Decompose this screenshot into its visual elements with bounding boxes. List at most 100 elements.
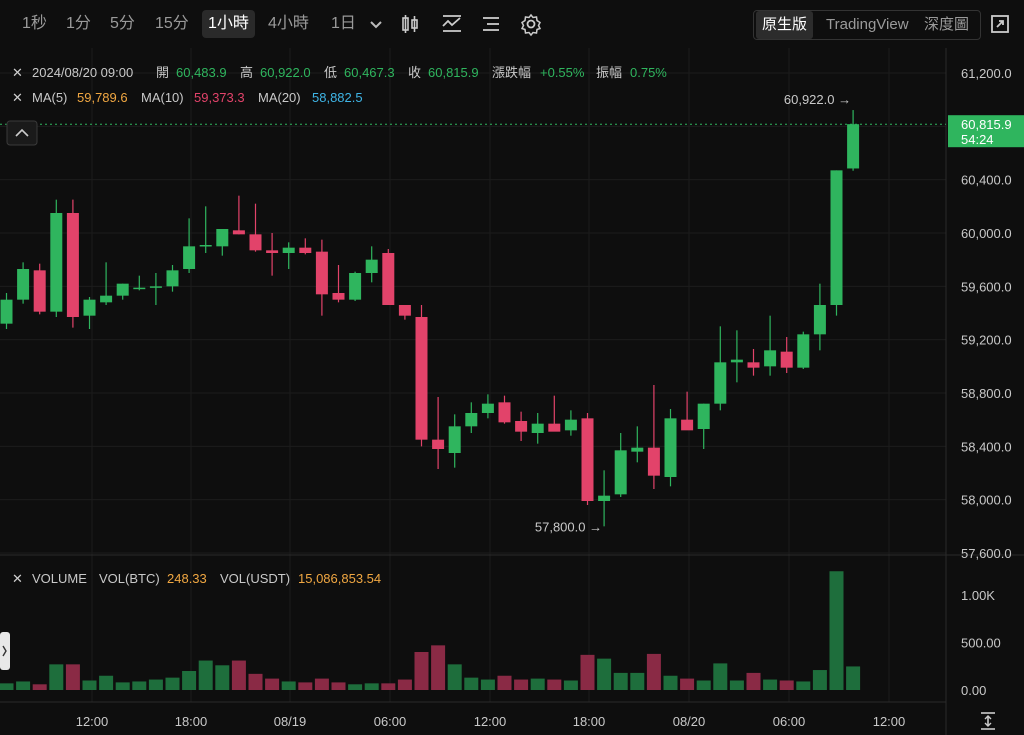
candle <box>697 403 710 449</box>
amplitude-label: 振幅 <box>596 65 622 80</box>
candle-body <box>681 419 694 431</box>
time-tick-label: 12:00 <box>873 714 906 729</box>
candle-body <box>266 250 279 253</box>
volume-bar <box>248 673 263 690</box>
collapse-legend-button[interactable] <box>6 120 38 146</box>
candle <box>199 206 212 253</box>
ma5-label: MA(5) <box>32 90 67 105</box>
time-tick-label: 08/19 <box>274 714 307 729</box>
view-switcher: 原生版 TradingView 深度圖 <box>753 10 981 40</box>
candle <box>382 249 395 305</box>
candle <box>747 349 760 376</box>
volume-bar <box>397 679 412 690</box>
candle-type-icon[interactable] <box>396 10 424 38</box>
candle <box>282 242 295 269</box>
volume-bar <box>480 679 495 690</box>
ma20-label: MA(20) <box>258 90 301 105</box>
candle <box>681 391 694 431</box>
volume-bar <box>0 683 14 690</box>
volume-bar <box>16 681 31 690</box>
candle-body <box>498 402 511 423</box>
candle-body <box>33 270 46 312</box>
view-native-tab[interactable]: 原生版 <box>756 11 814 39</box>
view-depth-tab[interactable]: 深度圖 <box>924 16 970 33</box>
volume-bar <box>597 658 612 690</box>
candle-body <box>515 421 528 432</box>
volume-tick-label: 0.00 <box>961 683 986 698</box>
candle-body <box>598 495 611 501</box>
timeframe-1h[interactable]: 1小時 <box>202 10 255 38</box>
open-label: 開 <box>156 65 169 80</box>
candle-body <box>448 426 461 453</box>
volume-bar <box>198 660 213 690</box>
volume-bar <box>314 678 329 690</box>
drawing-list-icon[interactable] <box>477 10 505 38</box>
volume-bar <box>32 684 47 690</box>
volume-bars-layer <box>0 571 861 690</box>
candle-body <box>299 247 312 253</box>
last-price-value: 60,815.9 <box>961 117 1012 132</box>
candle-body <box>149 286 162 288</box>
indicators-icon[interactable] <box>438 10 466 38</box>
close-label: 收 <box>408 65 421 80</box>
price-tick-label: 60,400.0 <box>961 173 1012 188</box>
axis-reset-icon[interactable] <box>981 712 995 730</box>
candle-body <box>647 447 660 476</box>
candle-body <box>697 403 710 429</box>
candle <box>764 315 777 376</box>
timeframe-1d[interactable]: 1日 <box>331 15 356 32</box>
volume-bar <box>99 675 114 690</box>
candle-body <box>0 299 13 324</box>
candle-body <box>282 247 295 253</box>
candlestick-chart[interactable]: 61,200.060,800.060,400.060,000.059,600.0… <box>0 48 1024 735</box>
price-tick-label: 59,600.0 <box>961 279 1012 294</box>
volume-bar <box>763 679 778 690</box>
volume-bar <box>514 679 529 690</box>
volume-bar <box>779 680 794 690</box>
low-label: 低 <box>324 65 337 80</box>
ma10-label: MA(10) <box>141 90 184 105</box>
candle <box>332 265 345 303</box>
timeframe-15m[interactable]: 15分 <box>155 15 189 32</box>
timeframe-4h[interactable]: 4小時 <box>268 15 309 32</box>
candle <box>183 218 196 273</box>
price-tick-label: 59,200.0 <box>961 333 1012 348</box>
volume-bar <box>364 683 379 690</box>
timeframe-1s[interactable]: 1秒 <box>22 15 47 32</box>
volume-bar <box>580 654 595 690</box>
volume-bar <box>331 682 346 690</box>
ohlc-date: 2024/08/20 09:00 <box>32 65 133 80</box>
time-tick-label: 06:00 <box>773 714 806 729</box>
candle-body <box>797 334 810 368</box>
price-tick-label: 58,000.0 <box>961 493 1012 508</box>
time-axis: 12:00 18:00 08/19 06:00 12:00 18:00 08/20 06:00… <box>76 714 906 729</box>
candle <box>631 426 644 463</box>
timeframe-5m[interactable]: 5分 <box>110 15 135 32</box>
candle-body <box>100 295 113 303</box>
high-price-marker: 60,922.0 → <box>784 92 851 107</box>
timeframe-1m[interactable]: 1分 <box>66 15 91 32</box>
volume-bar <box>563 680 578 690</box>
volume-bar <box>530 678 545 690</box>
more-timeframes-chevron-icon[interactable] <box>362 10 390 38</box>
volume-bar <box>381 683 396 690</box>
candle-body <box>548 423 561 432</box>
last-price-tag-bg <box>948 115 1024 148</box>
candle-body <box>780 351 793 368</box>
candle-body <box>382 253 395 305</box>
change-value: +0.55% <box>540 65 585 80</box>
expand-panel-handle[interactable] <box>0 632 10 670</box>
settings-gear-icon[interactable] <box>517 10 545 38</box>
time-tick-label: 12:00 <box>474 714 507 729</box>
candle <box>249 203 262 252</box>
volume-bar <box>231 660 246 690</box>
candle <box>498 395 511 424</box>
open-value: 60,483.9 <box>176 65 227 80</box>
vol-usdt-label: VOL(USDT) <box>220 571 290 586</box>
candle <box>232 195 245 235</box>
view-tradingview-tab[interactable]: TradingView <box>826 16 909 33</box>
candle-body <box>116 283 129 296</box>
fullscreen-icon[interactable] <box>986 10 1014 38</box>
volume-bar <box>65 664 80 690</box>
candle-body <box>813 305 826 335</box>
